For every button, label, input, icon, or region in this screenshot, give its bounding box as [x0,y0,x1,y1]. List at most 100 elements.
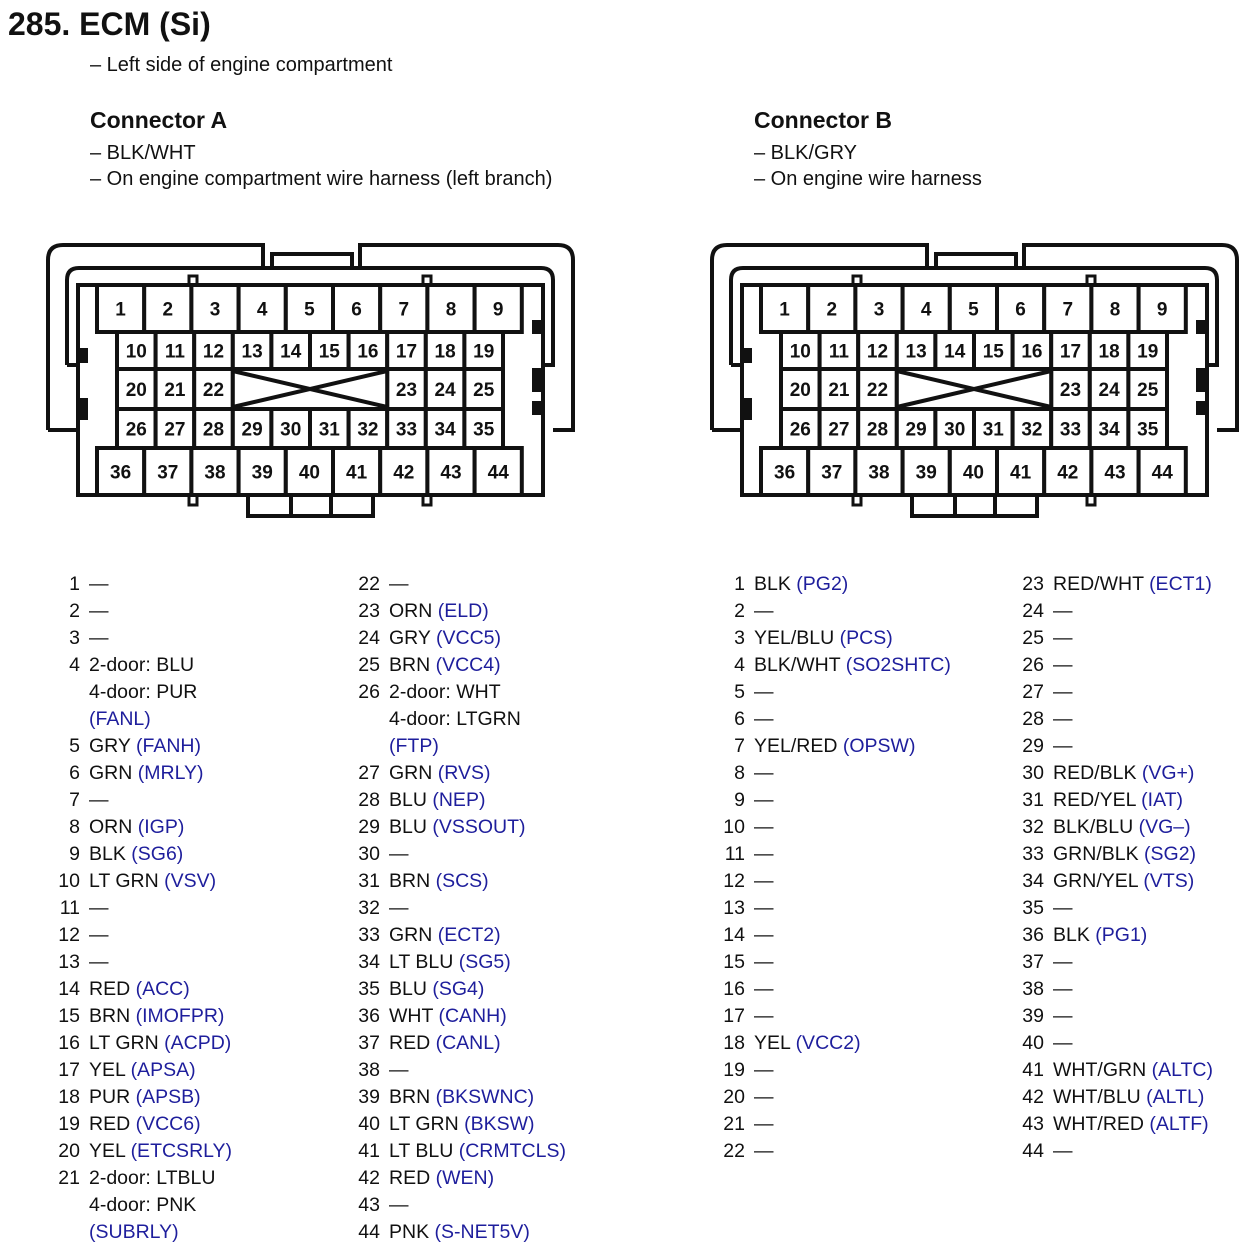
pin-number: 30 [358,843,380,865]
latch [1196,401,1207,415]
pin-entry: 25 BRN (VCC4) [340,652,566,679]
pin-number: 28 [358,789,380,811]
pin-number: 25 [1022,627,1044,649]
pin-entry: 12 — [705,868,951,895]
wire-color: 4-door: PNK [89,1194,197,1216]
pin-entry: 41 LT BLU (CRMTCLS) [340,1138,566,1165]
cavity-number: 6 [351,300,362,321]
location-note: – Left side of engine compartment [90,54,393,76]
pin-entry: 30 — [340,841,566,868]
pin-number: 44 [1022,1140,1044,1162]
pin-entry: 20 YEL (ETCSRLY) [40,1138,232,1165]
wire-color: — [1053,1032,1073,1054]
cavity-number: 28 [203,420,224,441]
terminal-name: (ECT2) [437,924,501,946]
terminal-name: (ELD) [437,600,489,622]
pin-entry: 15 — [705,949,951,976]
terminal-name: (FANL) [89,708,151,730]
cavity [1136,446,1188,497]
pin-number: 30 [1022,762,1044,784]
cavity [462,367,505,411]
latch [1196,368,1207,392]
pin-number: 2 [734,600,745,622]
pin-entry: 32 BLK/BLU (VG–) [1004,814,1213,841]
terminal-name: (SCS) [435,870,489,892]
terminal-name: (VSSOUT) [432,816,526,838]
wire-color: — [1053,1005,1073,1027]
bottom-tab [910,495,1039,518]
cavity-number: 8 [1110,300,1121,321]
cavity-number: 43 [440,463,461,484]
wire-color: BRN [389,654,431,676]
wire-color: GRY [89,735,131,757]
cavity [900,283,952,334]
wire-color: — [754,681,774,703]
terminal-name: (IGP) [137,816,185,838]
pin-entry: 22 — [340,571,566,598]
pin-entry: 38 — [340,1057,566,1084]
wire-color: 2-door: BLU [89,654,195,676]
wire-color: YEL/RED [754,735,838,757]
wire-color: — [754,978,774,1000]
latch [532,320,543,334]
pin-entry: 37 — [1004,949,1213,976]
pin-entry: 9— [705,787,951,814]
cavity-number: 22 [867,380,888,401]
pin-number: 2 [69,600,80,622]
cavity-number: 17 [1060,342,1081,363]
wire-color: YEL [754,1032,791,1054]
pin-number: 3 [734,627,745,649]
wire-color: GRY [389,627,431,649]
cavity-number: 23 [396,380,417,401]
wire-color: — [89,573,109,595]
cavity-number: 41 [346,463,368,484]
cavity-number: 8 [446,300,457,321]
pin-entry: 10 LT GRN (VSV) [40,868,232,895]
pin-entry: 23 RED/WHT (ECT1) [1004,571,1213,598]
cavity-number: 38 [204,463,225,484]
terminal-name: (PCS) [839,627,893,649]
pin-number: 14 [723,924,745,946]
connector-a-pin-list-1: 1—2—3—4 2-door: BLU 4-door: PUR (FANL) 5 GRY … [40,571,232,1246]
pin-entry: 34 GRN/YEL (VTS) [1004,868,1213,895]
wire-color: BRN [89,1005,131,1027]
pin-entry: 1 BLK (PG2) [705,571,951,598]
terminal-name: (VCC2) [795,1032,861,1054]
pin-entry: 4 2-door: BLU 4-door: PUR (FANL) [40,652,232,733]
terminal-name: (CANH) [438,1005,507,1027]
pin-number: 37 [1022,951,1044,973]
terminal-name: (MRLY) [137,762,204,784]
cavity-number: 37 [821,463,842,484]
pin-number: 39 [358,1086,380,1108]
wire-color: BLU [389,789,427,811]
blocked-x-mark [232,369,388,409]
pin-entry: 24 GRY (VCC5) [340,625,566,652]
pin-number: 1 [69,573,80,595]
pin-entry: 1— [40,571,232,598]
cavity-number: 5 [304,300,315,321]
terminal-name: (VCC4) [435,654,501,676]
cavity-number: 19 [473,342,494,363]
pin-entry: 8 ORN (IGP) [40,814,232,841]
pin-entry: 21 2-door: LTBLU 4-door: PNK (SUBRLY) [40,1165,232,1246]
wire-color: — [1053,951,1073,973]
pin-number: 33 [1022,843,1044,865]
pin-number: 10 [723,816,745,838]
pin-number: 29 [358,816,380,838]
pin-entry: 13 — [40,949,232,976]
terminal-name: (SG6) [131,843,184,865]
cavity [1087,367,1131,411]
page-title: 285. ECM (Si) [8,6,211,42]
terminal-name: (BKSWNC) [435,1086,535,1108]
pin-number: 43 [1022,1113,1044,1135]
latch [1196,320,1207,334]
pin-entry: 15 BRN (IMOFPR) [40,1003,232,1030]
cavity-number: 10 [126,342,147,363]
pin-number: 6 [734,708,745,730]
wire-color: 4-door: LTGRN [389,708,521,730]
pin-entry: 19 RED (VCC6) [40,1111,232,1138]
cavity-number: 9 [1157,300,1168,321]
terminal-name: (VCC6) [135,1113,201,1135]
wire-color: LT GRN [389,1113,459,1135]
wire-color: — [89,951,109,973]
